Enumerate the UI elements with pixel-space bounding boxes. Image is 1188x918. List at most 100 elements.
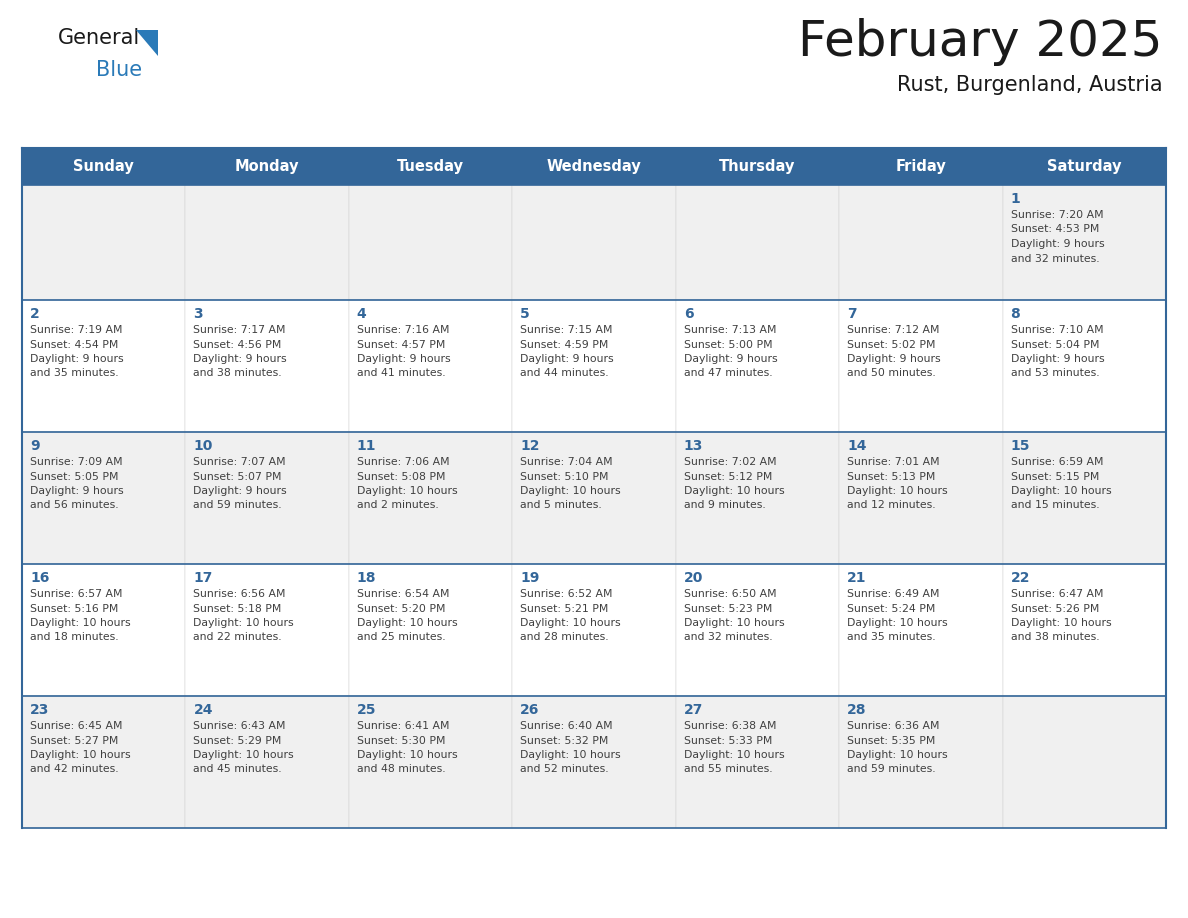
Text: Sunset: 5:29 PM: Sunset: 5:29 PM bbox=[194, 735, 282, 745]
Bar bbox=[839, 564, 1003, 696]
Text: 16: 16 bbox=[30, 571, 50, 585]
Text: Sunrise: 7:06 AM: Sunrise: 7:06 AM bbox=[356, 457, 449, 467]
Bar bbox=[349, 432, 512, 564]
Text: and 35 minutes.: and 35 minutes. bbox=[30, 368, 119, 378]
Text: Sunset: 5:13 PM: Sunset: 5:13 PM bbox=[847, 472, 935, 482]
Text: Sunset: 5:02 PM: Sunset: 5:02 PM bbox=[847, 340, 936, 350]
Text: and 25 minutes.: and 25 minutes. bbox=[356, 633, 446, 643]
Text: Sunrise: 7:17 AM: Sunrise: 7:17 AM bbox=[194, 325, 286, 335]
Text: Daylight: 9 hours: Daylight: 9 hours bbox=[684, 354, 777, 364]
Text: 25: 25 bbox=[356, 703, 377, 717]
Text: Sunrise: 6:50 AM: Sunrise: 6:50 AM bbox=[684, 589, 776, 599]
Text: 9: 9 bbox=[30, 439, 39, 453]
Text: Thursday: Thursday bbox=[719, 159, 796, 174]
Text: Sunset: 5:21 PM: Sunset: 5:21 PM bbox=[520, 603, 608, 613]
Bar bbox=[512, 300, 676, 432]
Text: Sunrise: 6:47 AM: Sunrise: 6:47 AM bbox=[1011, 589, 1104, 599]
Text: and 15 minutes.: and 15 minutes. bbox=[1011, 500, 1099, 510]
Text: 14: 14 bbox=[847, 439, 866, 453]
Text: and 52 minutes.: and 52 minutes. bbox=[520, 765, 609, 775]
Text: and 42 minutes.: and 42 minutes. bbox=[30, 765, 119, 775]
Text: Sunrise: 6:43 AM: Sunrise: 6:43 AM bbox=[194, 721, 286, 731]
Text: 8: 8 bbox=[1011, 307, 1020, 321]
Text: Sunrise: 7:02 AM: Sunrise: 7:02 AM bbox=[684, 457, 776, 467]
Text: Sunset: 5:30 PM: Sunset: 5:30 PM bbox=[356, 735, 446, 745]
Text: Sunset: 5:23 PM: Sunset: 5:23 PM bbox=[684, 603, 772, 613]
Text: Sunrise: 7:12 AM: Sunrise: 7:12 AM bbox=[847, 325, 940, 335]
Text: Sunset: 5:04 PM: Sunset: 5:04 PM bbox=[1011, 340, 1099, 350]
Text: and 55 minutes.: and 55 minutes. bbox=[684, 765, 772, 775]
Text: 6: 6 bbox=[684, 307, 694, 321]
Text: Daylight: 9 hours: Daylight: 9 hours bbox=[1011, 239, 1104, 249]
Text: Sunrise: 7:10 AM: Sunrise: 7:10 AM bbox=[1011, 325, 1104, 335]
Text: Sunrise: 7:15 AM: Sunrise: 7:15 AM bbox=[520, 325, 613, 335]
Text: 10: 10 bbox=[194, 439, 213, 453]
Bar bbox=[512, 696, 676, 828]
Text: Sunrise: 6:38 AM: Sunrise: 6:38 AM bbox=[684, 721, 776, 731]
Text: Sunset: 5:05 PM: Sunset: 5:05 PM bbox=[30, 472, 119, 482]
Text: Friday: Friday bbox=[896, 159, 946, 174]
Text: Sunset: 5:15 PM: Sunset: 5:15 PM bbox=[1011, 472, 1099, 482]
Text: Sunset: 5:26 PM: Sunset: 5:26 PM bbox=[1011, 603, 1099, 613]
Text: Sunrise: 7:13 AM: Sunrise: 7:13 AM bbox=[684, 325, 776, 335]
Text: Daylight: 9 hours: Daylight: 9 hours bbox=[520, 354, 614, 364]
Text: Blue: Blue bbox=[96, 60, 143, 80]
Text: and 18 minutes.: and 18 minutes. bbox=[30, 633, 119, 643]
Text: Sunset: 5:35 PM: Sunset: 5:35 PM bbox=[847, 735, 935, 745]
Text: 18: 18 bbox=[356, 571, 377, 585]
Text: Daylight: 10 hours: Daylight: 10 hours bbox=[30, 618, 131, 628]
Text: Rust, Burgenland, Austria: Rust, Burgenland, Austria bbox=[897, 75, 1163, 95]
Text: Sunrise: 6:49 AM: Sunrise: 6:49 AM bbox=[847, 589, 940, 599]
Text: Daylight: 9 hours: Daylight: 9 hours bbox=[847, 354, 941, 364]
Text: Sunrise: 6:41 AM: Sunrise: 6:41 AM bbox=[356, 721, 449, 731]
Text: and 22 minutes.: and 22 minutes. bbox=[194, 633, 282, 643]
Polygon shape bbox=[135, 30, 158, 56]
Text: 11: 11 bbox=[356, 439, 377, 453]
Text: Sunset: 5:27 PM: Sunset: 5:27 PM bbox=[30, 735, 119, 745]
Text: and 45 minutes.: and 45 minutes. bbox=[194, 765, 282, 775]
Text: Monday: Monday bbox=[235, 159, 299, 174]
Text: Daylight: 9 hours: Daylight: 9 hours bbox=[194, 354, 287, 364]
Bar bbox=[676, 696, 839, 828]
Text: Sunrise: 6:52 AM: Sunrise: 6:52 AM bbox=[520, 589, 613, 599]
Text: Daylight: 10 hours: Daylight: 10 hours bbox=[30, 750, 131, 760]
Text: 23: 23 bbox=[30, 703, 50, 717]
Text: Daylight: 10 hours: Daylight: 10 hours bbox=[194, 750, 295, 760]
Bar bbox=[185, 696, 349, 828]
Text: Tuesday: Tuesday bbox=[397, 159, 465, 174]
Text: 4: 4 bbox=[356, 307, 367, 321]
Text: Daylight: 9 hours: Daylight: 9 hours bbox=[30, 354, 124, 364]
Text: Daylight: 10 hours: Daylight: 10 hours bbox=[520, 618, 621, 628]
Text: Daylight: 9 hours: Daylight: 9 hours bbox=[30, 486, 124, 496]
Bar bbox=[1003, 432, 1165, 564]
Text: Daylight: 10 hours: Daylight: 10 hours bbox=[847, 618, 948, 628]
Bar bbox=[1003, 300, 1165, 432]
Text: and 44 minutes.: and 44 minutes. bbox=[520, 368, 609, 378]
Text: 5: 5 bbox=[520, 307, 530, 321]
Text: Daylight: 10 hours: Daylight: 10 hours bbox=[356, 750, 457, 760]
Text: 28: 28 bbox=[847, 703, 866, 717]
Text: 1: 1 bbox=[1011, 192, 1020, 206]
Text: Sunrise: 6:56 AM: Sunrise: 6:56 AM bbox=[194, 589, 286, 599]
Text: Sunset: 4:59 PM: Sunset: 4:59 PM bbox=[520, 340, 608, 350]
Text: 3: 3 bbox=[194, 307, 203, 321]
Bar bbox=[349, 696, 512, 828]
Text: and 2 minutes.: and 2 minutes. bbox=[356, 500, 438, 510]
Text: Sunrise: 7:01 AM: Sunrise: 7:01 AM bbox=[847, 457, 940, 467]
Text: 15: 15 bbox=[1011, 439, 1030, 453]
Text: and 59 minutes.: and 59 minutes. bbox=[847, 765, 936, 775]
Text: Daylight: 10 hours: Daylight: 10 hours bbox=[356, 486, 457, 496]
Text: and 48 minutes.: and 48 minutes. bbox=[356, 765, 446, 775]
Bar bbox=[185, 564, 349, 696]
Text: Daylight: 10 hours: Daylight: 10 hours bbox=[520, 486, 621, 496]
Text: Sunrise: 6:40 AM: Sunrise: 6:40 AM bbox=[520, 721, 613, 731]
Bar bbox=[676, 185, 839, 300]
Text: 26: 26 bbox=[520, 703, 539, 717]
Text: and 38 minutes.: and 38 minutes. bbox=[194, 368, 282, 378]
Text: and 53 minutes.: and 53 minutes. bbox=[1011, 368, 1099, 378]
Text: 19: 19 bbox=[520, 571, 539, 585]
Bar bbox=[349, 185, 512, 300]
Bar bbox=[185, 300, 349, 432]
Text: and 12 minutes.: and 12 minutes. bbox=[847, 500, 936, 510]
Text: Sunset: 5:18 PM: Sunset: 5:18 PM bbox=[194, 603, 282, 613]
